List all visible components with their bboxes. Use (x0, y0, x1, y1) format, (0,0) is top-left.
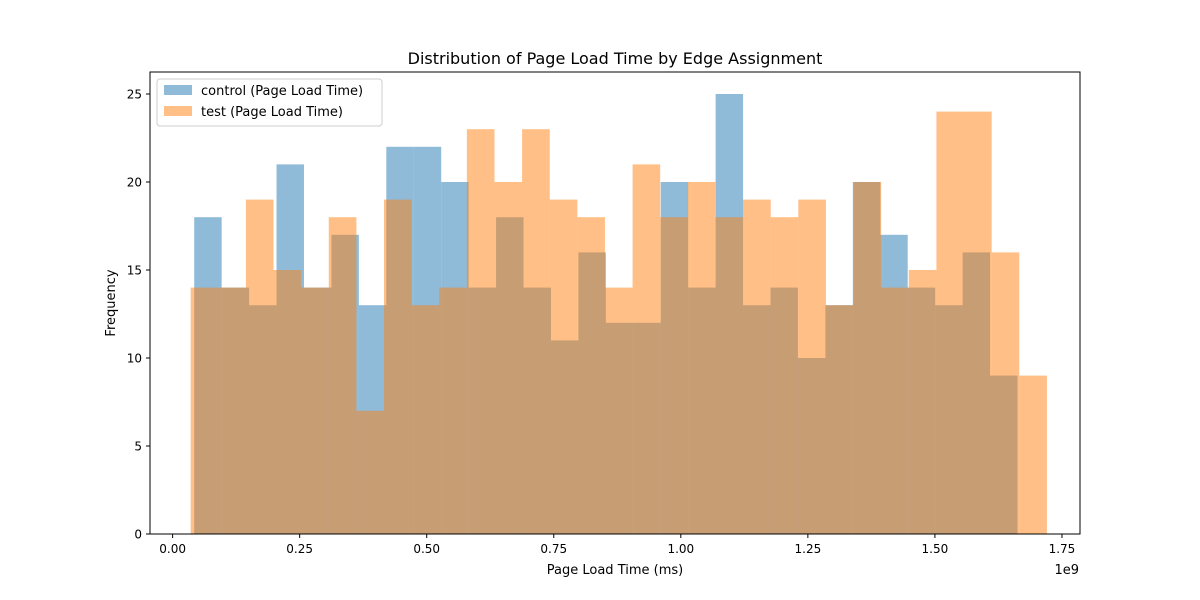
histogram-bar (577, 217, 605, 534)
histogram-bar (660, 217, 688, 534)
histogram-bar (908, 270, 937, 534)
histogram-bar (273, 270, 302, 534)
legend-label-test: test (Page Load Time) (201, 105, 343, 120)
y-tick-label: 15 (127, 264, 142, 278)
histogram-bar (328, 217, 357, 534)
histogram-bar (522, 129, 550, 534)
histogram-bar (853, 182, 882, 534)
legend: control (Page Load Time) test (Page Load… (156, 78, 383, 127)
x-tick-label: 0.00 (159, 542, 186, 556)
x-tick-label: 1.00 (667, 542, 694, 556)
histogram-bar (881, 287, 909, 534)
x-tick-label: 1.50 (922, 542, 949, 556)
x-tick-label: 0.75 (540, 542, 567, 556)
chart-title: Distribution of Page Load Time by Edge A… (408, 49, 823, 68)
histogram-bar (715, 217, 744, 534)
histogram-bar (218, 287, 246, 534)
x-tick-label: 0.50 (413, 542, 440, 556)
x-tick-label: 0.25 (286, 542, 313, 556)
x-axis-ticks: 0.00 0.25 0.50 0.75 1.00 1.25 1.50 1.75 (159, 534, 1075, 556)
x-tick-label: 1.75 (1049, 542, 1076, 556)
y-axis-label: Frequency (104, 269, 119, 336)
histogram-bar (549, 199, 578, 534)
histogram-bar (991, 252, 1020, 534)
x-axis-offset-label: 1e9 (1054, 563, 1079, 578)
legend-swatch-test (164, 106, 192, 116)
legend-label-control: control (Page Load Time) (201, 84, 363, 99)
y-tick-label: 5 (134, 440, 142, 454)
y-axis-ticks: 0 5 10 15 20 25 (127, 88, 150, 542)
histogram-bar (936, 111, 965, 534)
series-1-bars (190, 111, 1047, 534)
x-tick-label: 1.25 (795, 542, 822, 556)
legend-box (156, 78, 383, 127)
histogram-bar (1019, 375, 1047, 534)
histogram-bar (798, 199, 826, 534)
histogram-bar (770, 217, 799, 534)
histogram-bar (190, 287, 219, 534)
y-tick-label: 0 (134, 528, 142, 542)
y-tick-label: 20 (127, 176, 142, 190)
histogram-bar (964, 111, 992, 534)
legend-swatch-control (164, 85, 192, 95)
histogram-bar (687, 182, 716, 534)
histogram-bar (632, 164, 661, 534)
histogram-bar (384, 199, 412, 534)
histogram-bar (245, 199, 274, 534)
histogram-bar (604, 287, 633, 534)
y-tick-label: 25 (127, 88, 142, 102)
histogram-bar (494, 182, 523, 534)
histogram-bar (301, 287, 329, 534)
x-axis-label: Page Load Time (ms) (547, 563, 683, 578)
histogram-bar (411, 305, 440, 534)
histogram-bar (825, 305, 854, 534)
histogram-bar (356, 410, 384, 534)
plot-frame (149, 71, 1081, 535)
bars-layer (190, 94, 1047, 535)
y-tick-label: 10 (127, 352, 142, 366)
histogram-bar (743, 199, 771, 534)
histogram-bar (466, 129, 495, 534)
histogram-bar (439, 287, 467, 534)
